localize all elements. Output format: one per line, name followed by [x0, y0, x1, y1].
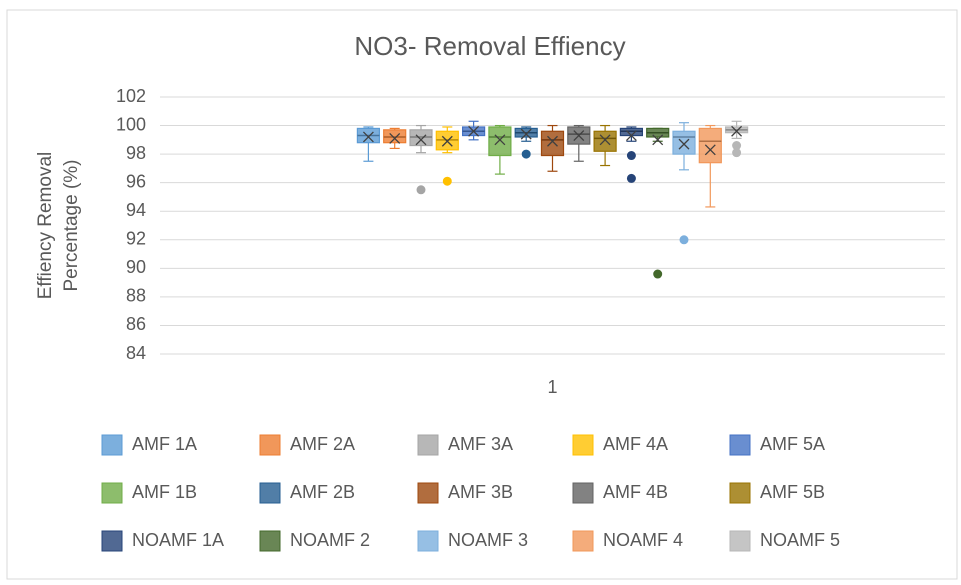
legend-swatch — [729, 434, 751, 456]
outlier — [521, 149, 531, 159]
mean-marker — [362, 131, 374, 143]
legend-swatch — [417, 482, 439, 504]
y-tick-label: 90 — [126, 257, 146, 277]
outlier — [442, 176, 452, 186]
mean-marker — [441, 135, 453, 147]
y-axis-label: Percentage (%) — [61, 159, 82, 291]
legend-swatch — [572, 530, 594, 552]
legend-swatch — [259, 530, 281, 552]
y-axis-label: Effiency Removal — [35, 152, 56, 300]
legend-label: AMF 1A — [132, 434, 197, 454]
legend-swatch — [729, 482, 751, 504]
mean-marker — [389, 132, 401, 144]
legend-swatch — [101, 530, 123, 552]
legend-swatch — [417, 434, 439, 456]
mean-marker — [494, 134, 506, 146]
legend-label: NOAMF 2 — [290, 530, 370, 550]
legend-swatch — [101, 434, 123, 456]
mean-marker — [625, 130, 637, 142]
legend-label: NOAMF 1A — [132, 530, 224, 550]
legend-swatch — [572, 434, 594, 456]
legend-swatch — [572, 482, 594, 504]
mean-marker — [704, 144, 716, 156]
y-tick-label: 100 — [116, 114, 146, 134]
legend-label: AMF 3B — [448, 482, 513, 502]
y-tick-label: 86 — [126, 314, 146, 334]
box — [593, 130, 617, 152]
outlier — [679, 235, 689, 245]
mean-marker — [415, 134, 427, 146]
outlier — [626, 151, 636, 161]
box — [698, 127, 722, 164]
legend-label: NOAMF 4 — [603, 530, 683, 550]
legend-label: AMF 2B — [290, 482, 355, 502]
legend-label: AMF 1B — [132, 482, 197, 502]
box — [672, 130, 696, 155]
y-tick-label: 94 — [126, 200, 146, 220]
mean-marker — [520, 128, 532, 140]
mean-marker — [731, 125, 743, 137]
mean-marker — [573, 130, 585, 142]
outlier — [653, 269, 663, 279]
legend-label: AMF 4B — [603, 482, 668, 502]
y-tick-label: 102 — [116, 86, 146, 106]
outlier — [416, 185, 426, 195]
box — [540, 130, 565, 157]
mean-marker — [547, 135, 558, 147]
legend-swatch — [101, 482, 123, 504]
legend-label: AMF 5A — [760, 434, 825, 454]
x-tick-label: 1 — [547, 377, 557, 397]
outlier — [626, 173, 636, 183]
legend-label: AMF 2A — [290, 434, 355, 454]
y-tick-label: 84 — [126, 343, 146, 363]
legend-swatch — [259, 482, 281, 504]
mean-marker — [678, 138, 690, 150]
legend-label: NOAMF 5 — [760, 530, 840, 550]
box — [488, 126, 512, 157]
legend-label: AMF 3A — [448, 434, 513, 454]
chart-frame — [6, 9, 958, 580]
mean-marker — [468, 125, 480, 137]
legend-label: NOAMF 3 — [448, 530, 528, 550]
y-tick-label: 98 — [126, 143, 146, 163]
y-tick-label: 92 — [126, 229, 146, 249]
legend-label: AMF 4A — [603, 434, 668, 454]
chart-title: NO3- Removal Effiency — [354, 31, 625, 61]
outlier — [732, 148, 742, 158]
mean-marker — [652, 134, 664, 146]
legend-swatch — [417, 530, 439, 552]
legend-label: AMF 5B — [760, 482, 825, 502]
y-tick-label: 88 — [126, 286, 146, 306]
legend-swatch — [259, 434, 281, 456]
mean-marker — [599, 134, 611, 146]
y-tick-label: 96 — [126, 171, 146, 191]
legend-swatch — [729, 530, 751, 552]
